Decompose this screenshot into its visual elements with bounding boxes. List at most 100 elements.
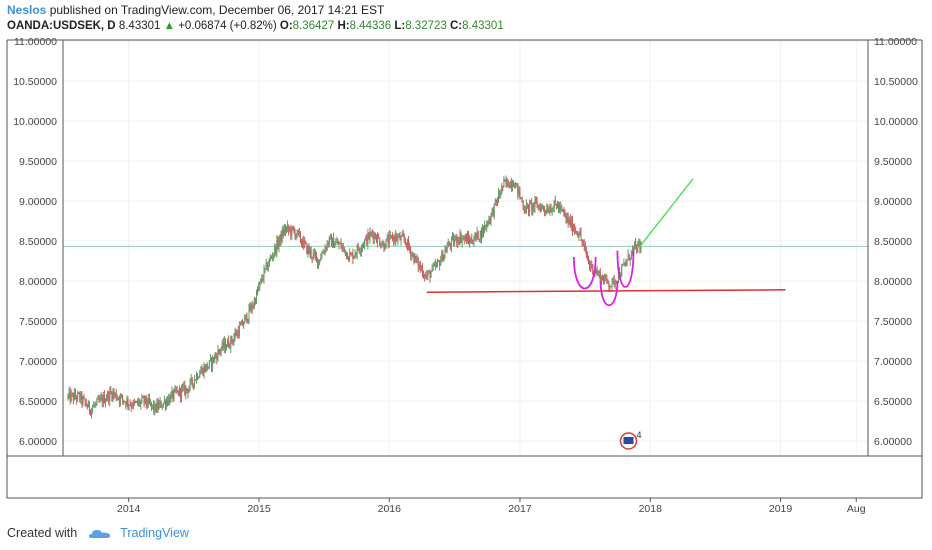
support-trendline[interactable] [426,289,786,293]
candle-body [342,246,344,248]
y-tick-label-right: 7.50000 [874,316,912,328]
candle-body [608,282,610,288]
candle-body [99,398,101,401]
candle-body [224,341,226,350]
y-tick-label-right: 9.50000 [874,156,912,168]
candle-body [596,270,598,275]
candle-body [171,390,173,395]
candle-body [470,238,472,244]
candle-body [313,252,315,254]
candle-body [118,398,120,402]
candle-body [374,234,376,239]
candle-body [524,210,526,213]
candle-body [79,393,81,400]
y-tick-label-right: 9.00000 [874,196,912,208]
candle-body [172,390,174,399]
candle-body [613,278,615,286]
candle-body [282,230,284,235]
candle-body [553,200,555,208]
chart-drawings[interactable] [426,178,786,307]
candle-body [215,355,217,357]
candle-body [138,400,140,404]
candle-body [576,231,578,234]
candle-body [382,242,384,246]
candle-body [333,237,335,248]
y-tick-label-left: 6.00000 [19,436,57,448]
candle-body [207,366,209,369]
symbol-label[interactable]: OANDA:USDSEK, D [7,20,116,32]
candle-body [262,279,264,281]
candle-body [139,400,141,405]
sub-pane-border [6,455,923,499]
candle-body [83,397,85,399]
candle-body [538,205,540,207]
candle-body [320,258,322,261]
candle-body [569,218,571,227]
candle-body [264,267,266,269]
candle-body [617,272,619,282]
event-badge[interactable]: 4 [619,430,642,450]
candle-body [82,397,84,404]
candle-body [609,286,611,288]
high-label: H: [337,20,350,32]
candle-body [568,218,570,224]
candle-body [480,230,482,239]
head-shoulders-pattern-curve[interactable] [616,250,635,288]
candle-body [583,244,585,246]
candle-body [521,198,523,203]
candle-body [531,203,533,211]
candle-body [97,398,99,400]
candle-body [147,398,149,406]
candle-body [116,398,118,400]
candle-body [549,208,551,212]
candle-body [578,235,580,237]
candle-body [639,241,641,250]
candle-body [624,263,626,265]
candle-body [307,246,309,254]
last-price: 8.43301 [118,20,161,32]
candle-body [424,275,426,278]
candle-body [387,237,389,245]
head-shoulders-pattern-curve[interactable] [572,256,597,290]
candle-body [152,404,154,406]
candle-body [297,229,299,233]
candle-body [338,243,340,245]
candle-body [420,268,422,270]
candle-body [402,234,404,237]
candle-body [336,241,338,243]
candle-body [177,390,179,396]
candle-body [247,319,249,322]
candle-body [191,378,193,384]
candle-body [154,403,156,411]
candle-body [551,211,553,213]
head-shoulders-pattern-curve[interactable] [599,280,619,307]
candle-body [433,263,435,266]
candle-body [84,398,86,403]
candle-body [446,247,448,252]
y-tick-label-right: 8.00000 [874,276,912,288]
candle-body [309,249,311,253]
candle-body [148,398,150,403]
candle-body [193,379,195,386]
author-link[interactable]: Neslos [7,3,47,17]
candle-body [487,221,489,225]
candle-body [115,392,117,399]
candle-body [530,202,532,204]
candle-body [261,279,263,281]
candle-body [589,261,591,267]
candle-body [502,185,504,187]
candle-body [370,232,372,234]
candlestick-series [67,175,642,419]
candle-body [353,255,355,259]
candle-body [291,226,293,236]
target-trendline[interactable] [638,178,694,248]
candle-body [113,391,115,395]
candle-body [167,400,169,404]
candle-body [400,236,402,241]
tradingview-brand-link[interactable]: TradingView [120,526,189,540]
candle-body [149,402,151,404]
candle-body [380,245,382,247]
candle-body [518,189,520,195]
candle-body [621,265,623,276]
